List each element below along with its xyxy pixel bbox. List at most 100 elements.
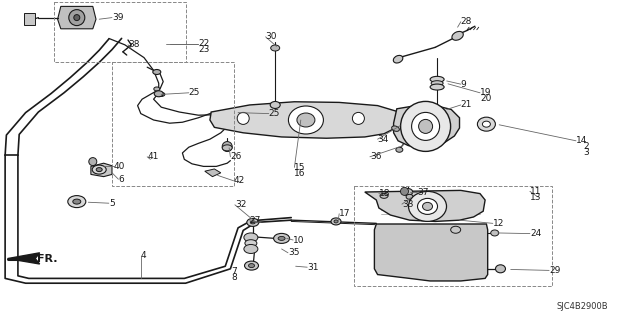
Circle shape [401,188,408,195]
Text: 3: 3 [584,148,589,157]
Text: 30: 30 [266,32,277,41]
Ellipse shape [278,236,285,240]
Ellipse shape [250,221,255,224]
Ellipse shape [274,233,290,244]
Ellipse shape [431,81,443,86]
Text: 35: 35 [288,248,300,257]
Text: 33: 33 [402,200,413,209]
Ellipse shape [452,31,463,40]
Text: 10: 10 [293,236,305,244]
Ellipse shape [477,117,495,131]
Ellipse shape [451,226,461,233]
Ellipse shape [227,119,232,124]
Bar [54,2,186,62]
Text: 12: 12 [493,219,504,228]
Text: 36: 36 [370,152,381,161]
Ellipse shape [92,165,106,174]
Polygon shape [374,224,488,281]
Circle shape [74,15,80,20]
Polygon shape [91,163,112,177]
Ellipse shape [430,84,444,90]
Ellipse shape [244,261,259,270]
Ellipse shape [232,109,241,115]
Ellipse shape [430,76,444,82]
Ellipse shape [247,218,259,227]
Bar [354,186,552,286]
Text: 13: 13 [530,193,541,202]
Ellipse shape [153,69,161,75]
Text: 37: 37 [417,188,429,196]
Polygon shape [205,169,221,177]
Text: 17: 17 [339,209,351,218]
Text: 40: 40 [114,162,125,171]
Circle shape [89,158,97,166]
Ellipse shape [297,113,315,127]
Text: 2: 2 [584,142,589,151]
Text: 25: 25 [189,88,200,97]
Ellipse shape [244,233,258,242]
Text: FR.: FR. [37,254,58,264]
Circle shape [412,112,440,140]
Ellipse shape [408,191,447,221]
Ellipse shape [483,121,490,127]
Text: 31: 31 [307,263,319,272]
Ellipse shape [331,218,341,225]
Text: 19: 19 [480,88,492,97]
Polygon shape [58,6,96,29]
Circle shape [69,10,85,26]
Ellipse shape [158,92,164,96]
Ellipse shape [380,193,388,198]
Text: 27: 27 [250,216,261,225]
Ellipse shape [68,196,86,208]
Ellipse shape [422,203,433,211]
Ellipse shape [245,240,257,247]
Text: 11: 11 [530,187,541,196]
Text: 4: 4 [141,252,147,260]
Text: 34: 34 [378,135,389,144]
Ellipse shape [244,244,258,253]
Text: 21: 21 [461,100,472,109]
Text: 38: 38 [128,40,140,49]
Text: 28: 28 [461,17,472,26]
Ellipse shape [396,147,403,152]
Text: 24: 24 [530,229,541,238]
Polygon shape [394,106,460,147]
Ellipse shape [289,106,323,134]
Ellipse shape [271,45,280,51]
Text: 5: 5 [109,199,115,208]
Text: 39: 39 [112,13,124,22]
Circle shape [419,119,433,133]
Ellipse shape [495,265,506,273]
Ellipse shape [154,87,160,91]
Text: 32: 32 [235,200,246,209]
Text: 14: 14 [576,136,588,145]
Polygon shape [24,13,35,25]
Text: SJC4B2900B: SJC4B2900B [556,302,608,311]
Polygon shape [8,253,40,264]
Text: 23: 23 [198,45,210,54]
Ellipse shape [334,220,338,223]
Circle shape [222,141,232,152]
Text: 9: 9 [461,80,467,89]
Ellipse shape [270,101,280,108]
Ellipse shape [406,194,413,199]
Bar [112,62,234,186]
Text: 18: 18 [379,189,390,198]
Text: 8: 8 [232,273,237,282]
Ellipse shape [491,230,499,236]
Ellipse shape [154,91,163,97]
Text: 42: 42 [234,176,245,185]
Ellipse shape [222,145,232,151]
Ellipse shape [392,126,399,131]
Ellipse shape [403,188,413,196]
Text: 15: 15 [294,163,306,172]
Text: 41: 41 [147,152,159,161]
Polygon shape [365,190,485,221]
Circle shape [401,101,451,151]
Text: 25: 25 [269,109,280,118]
Text: 20: 20 [480,94,492,103]
Circle shape [237,112,249,124]
Text: 29: 29 [549,266,561,275]
Text: 7: 7 [232,267,237,276]
Ellipse shape [394,55,403,63]
